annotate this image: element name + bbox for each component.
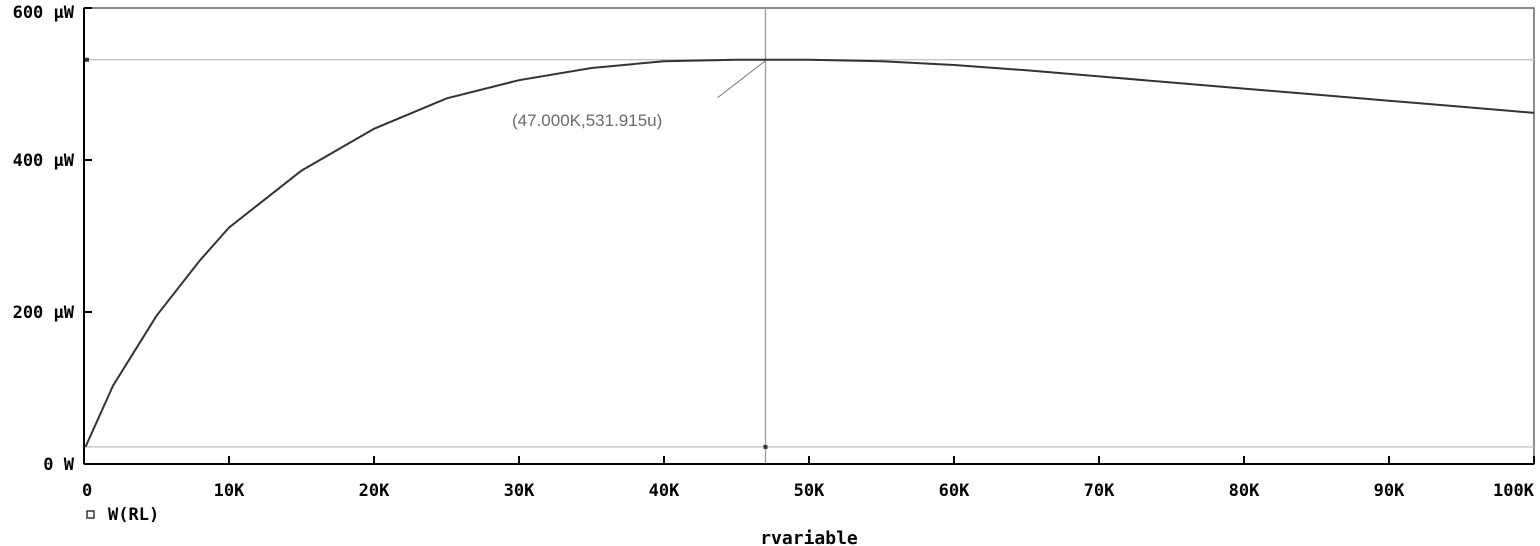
x-tick-label: 60K — [939, 481, 970, 501]
x-tick-label: 90K — [1374, 481, 1405, 501]
y-tick-label: 200 µW — [13, 303, 75, 323]
y-tick-label: 600 µW — [13, 3, 75, 23]
y-axis-ticks: 0 W 200 µW 400 µW 600 µW — [13, 3, 92, 475]
x-tick-label: 10K — [214, 481, 245, 501]
plot-area — [83, 7, 1535, 465]
x-tick-label: 0 — [82, 481, 92, 501]
legend-label: W(RL) — [108, 505, 159, 525]
annotation-leader — [717, 60, 766, 99]
series-line-W(RL) — [84, 58, 1535, 448]
cursor-marker — [85, 57, 89, 62]
x-axis-label: rvariable — [760, 528, 858, 546]
cursor-marker — [763, 444, 768, 449]
cursor — [85, 8, 768, 464]
cursor-annotation: (47.000K,531.915u) — [512, 111, 662, 130]
x-tick-label: 20K — [359, 481, 390, 501]
x-tick-label: 70K — [1084, 481, 1115, 501]
series-layer — [84, 58, 1535, 448]
legend-marker-icon — [86, 510, 95, 519]
x-axis-ticks: 0 10K 20K 30K 40K 50K 60K 70K 80K 90K 100K — [82, 456, 1535, 501]
x-tick-label: 100K — [1493, 481, 1535, 501]
y-tick-label: 400 µW — [13, 151, 75, 171]
x-tick-label: 40K — [649, 481, 680, 501]
legend: W(RL) — [86, 505, 159, 525]
x-tick-label: 80K — [1229, 481, 1260, 501]
x-tick-label: 30K — [504, 481, 535, 501]
x-tick-label: 50K — [794, 481, 825, 501]
y-tick-label: 0 W — [43, 455, 74, 475]
